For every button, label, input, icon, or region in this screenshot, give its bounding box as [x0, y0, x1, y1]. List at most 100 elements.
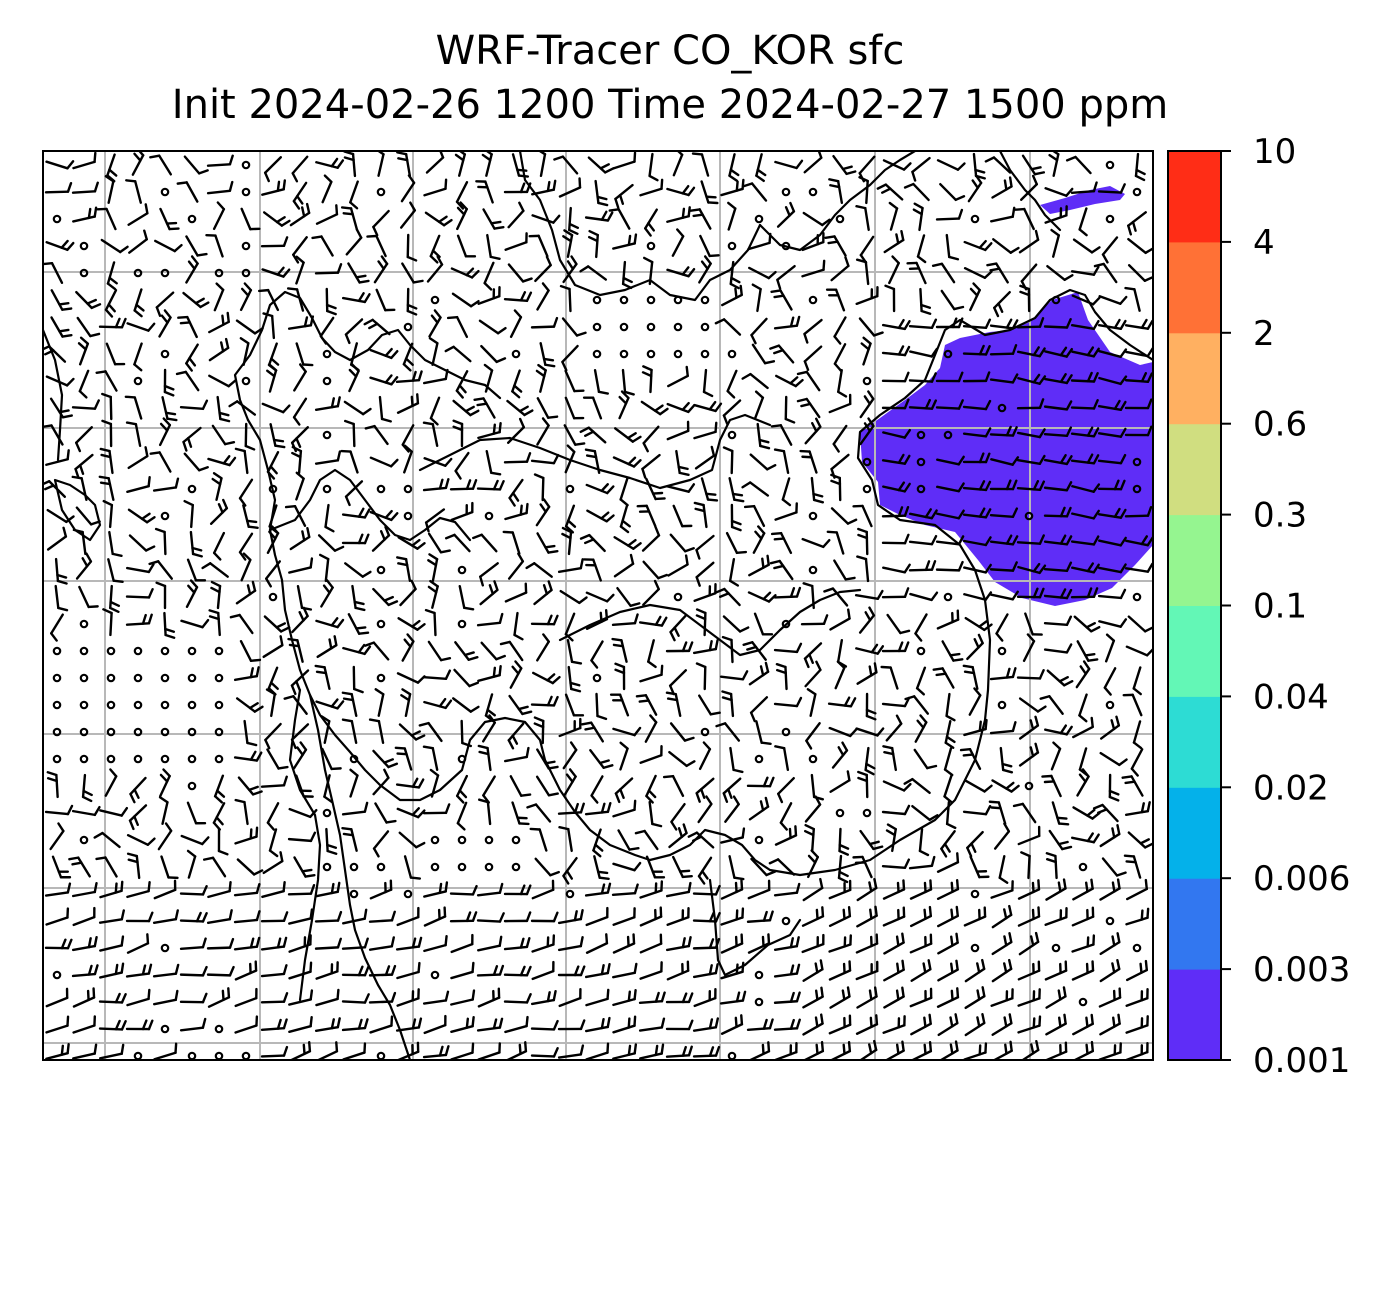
wind-barb — [751, 343, 776, 365]
calm-wind-marker — [214, 1024, 224, 1034]
wind-barb — [45, 449, 70, 466]
calm-wind-marker — [1078, 997, 1088, 1007]
wind-barb — [804, 823, 815, 853]
wind-barb — [799, 449, 818, 474]
wind-barb — [832, 424, 848, 453]
calm-wind-marker — [322, 376, 332, 386]
calm-wind-marker — [457, 862, 467, 872]
wind-barb — [239, 640, 262, 662]
wind-barb — [720, 879, 744, 900]
wind-barb — [719, 990, 747, 1005]
wind-barb — [608, 208, 631, 230]
wind-barb — [99, 1043, 125, 1060]
calm-wind-marker — [187, 781, 197, 791]
wind-barb — [936, 609, 960, 630]
wind-barb — [102, 499, 114, 529]
colorbar-tick-label: 0.3 — [1253, 496, 1307, 536]
wind-barb — [315, 617, 345, 629]
wind-barb — [802, 582, 815, 610]
wind-barb — [536, 633, 550, 662]
calm-wind-marker — [835, 808, 845, 818]
wind-barb — [1093, 262, 1118, 284]
wind-barb — [720, 827, 746, 844]
wind-barb — [618, 390, 630, 420]
wind-barb — [910, 1013, 932, 1036]
wind-barb — [1098, 536, 1127, 547]
coastline-south-central — [558, 588, 862, 657]
wind-barb — [557, 1019, 586, 1031]
wind-barb — [1016, 317, 1045, 329]
calm-wind-marker — [79, 754, 89, 764]
wind-barb — [969, 282, 981, 312]
wind-barb — [176, 181, 199, 203]
calm-wind-marker — [133, 646, 143, 656]
wind-barb — [289, 202, 311, 227]
wind-barb — [966, 633, 984, 661]
wind-barb — [993, 822, 1011, 850]
wind-barb — [698, 741, 712, 771]
wind-barb — [185, 343, 199, 372]
wind-barb — [352, 665, 364, 694]
wind-barb — [428, 337, 439, 366]
wind-barb — [645, 774, 657, 804]
wind-barb — [1070, 181, 1098, 195]
calm-wind-marker — [754, 754, 764, 764]
wind-barb — [458, 585, 475, 611]
wind-barb — [208, 374, 237, 388]
wind-barb — [325, 287, 337, 316]
wind-barb — [881, 587, 910, 599]
wind-barb — [858, 176, 869, 205]
wind-barb — [288, 989, 314, 1006]
wind-barb — [990, 988, 1014, 1007]
calm-wind-marker — [430, 295, 440, 305]
wind-barb — [855, 205, 870, 232]
wind-barb — [75, 552, 93, 580]
wind-barb — [773, 882, 801, 897]
wind-barb — [908, 534, 938, 546]
wind-barb — [1104, 633, 1116, 663]
wind-barb — [341, 533, 370, 545]
wind-barb — [1044, 724, 1073, 736]
wind-barb — [71, 964, 99, 978]
wind-barb — [665, 641, 694, 653]
wind-barb — [1071, 832, 1100, 844]
wind-barb — [536, 748, 559, 770]
wind-barb — [883, 986, 905, 1009]
wind-barb — [561, 526, 573, 556]
wind-barb — [68, 856, 91, 878]
wind-barb — [208, 609, 221, 637]
wind-barb — [1125, 1041, 1149, 1060]
wind-barb — [349, 768, 359, 798]
wind-barb — [452, 419, 464, 448]
calm-wind-marker — [52, 754, 62, 764]
wind-barb — [594, 179, 609, 207]
wind-barb — [314, 396, 341, 411]
wind-barb — [936, 482, 965, 493]
wind-barb — [182, 426, 202, 452]
wind-barb — [476, 882, 504, 897]
wind-barb — [341, 993, 370, 1004]
wind-barb — [189, 530, 203, 558]
wind-barb — [1072, 716, 1094, 739]
wind-barb — [564, 396, 585, 420]
wind-barb — [648, 800, 663, 828]
calm-wind-marker — [943, 592, 953, 602]
wind-barb — [621, 368, 635, 396]
wind-barb — [394, 746, 413, 771]
calm-wind-marker — [808, 187, 818, 197]
wind-barb — [719, 670, 749, 681]
wind-barb — [1130, 748, 1144, 777]
wind-barb — [940, 289, 965, 311]
wind-barb — [295, 342, 314, 367]
wind-barb — [585, 591, 615, 603]
calm-wind-marker — [646, 241, 656, 251]
wind-barb — [179, 399, 209, 411]
calm-wind-marker — [970, 889, 980, 899]
wind-barb — [1097, 318, 1127, 330]
wind-barb — [179, 1017, 207, 1032]
wind-barb — [992, 238, 1020, 254]
wind-barb — [99, 935, 125, 952]
calm-wind-marker — [79, 835, 89, 845]
wind-barb — [1046, 669, 1074, 687]
wind-barb — [804, 795, 822, 823]
